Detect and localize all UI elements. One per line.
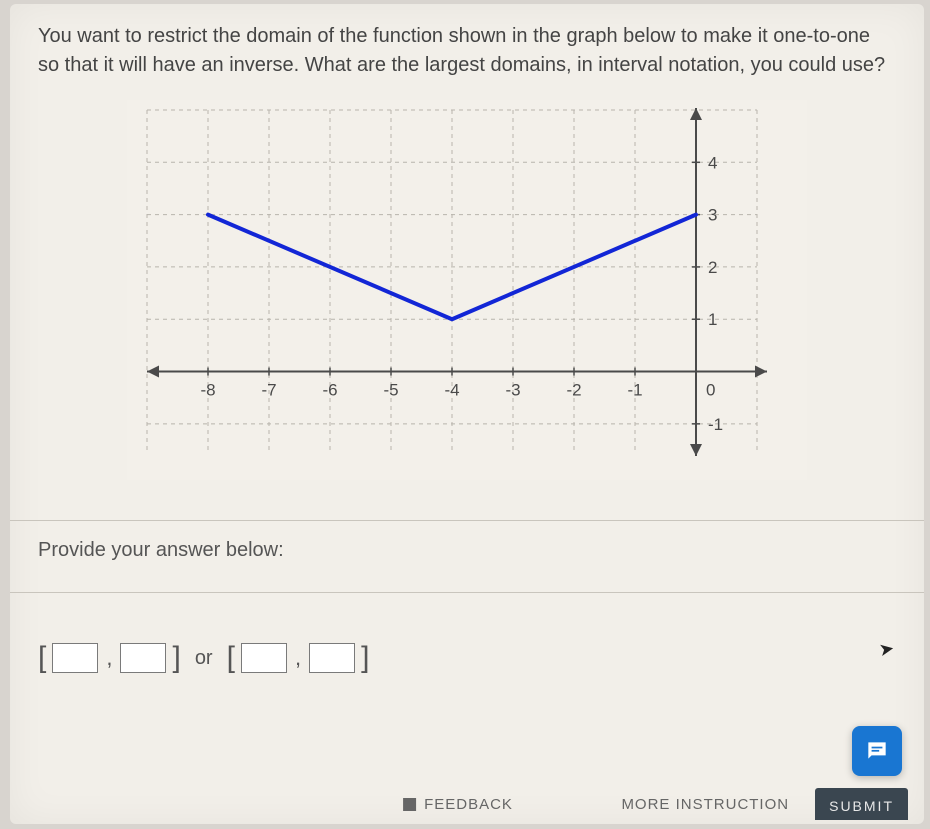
- function-graph: -8 -7 -6 -5 -4 -3 -2 -1 0 -1 1 2 3 4: [127, 100, 807, 480]
- close-bracket-2: ]: [361, 643, 369, 673]
- svg-text:-2: -2: [566, 381, 581, 400]
- answer-row: [ , ] or [ , ]: [10, 593, 924, 693]
- open-bracket-2: [: [227, 643, 235, 673]
- chat-icon: [864, 738, 890, 764]
- feedback-icon: [403, 798, 416, 811]
- svg-text:-5: -5: [383, 381, 398, 400]
- interval1-start-input[interactable]: [52, 643, 98, 673]
- or-label: or: [195, 647, 213, 670]
- submit-label: SUBMIT: [829, 798, 894, 814]
- separator-2: ,: [295, 645, 301, 671]
- svg-text:-4: -4: [444, 381, 459, 400]
- svg-text:-1: -1: [708, 415, 723, 434]
- feedback-label: FEEDBACK: [424, 796, 513, 813]
- submit-button[interactable]: SUBMIT: [815, 788, 908, 820]
- svg-text:-8: -8: [200, 381, 215, 400]
- svg-text:3: 3: [708, 206, 717, 225]
- svg-text:-3: -3: [505, 381, 520, 400]
- svg-text:0: 0: [706, 381, 715, 400]
- footer-bar: FEEDBACK MORE INSTRUCTION SUBMIT: [20, 784, 918, 824]
- chat-button[interactable]: [852, 726, 902, 776]
- interval1-end-input[interactable]: [120, 643, 166, 673]
- more-instruction-label: MORE INSTRUCTION: [621, 796, 789, 813]
- interval2-end-input[interactable]: [309, 643, 355, 673]
- more-instruction-button[interactable]: MORE INSTRUCTION: [621, 796, 789, 813]
- open-bracket-1: [: [38, 643, 46, 673]
- exercise-page: You want to restrict the domain of the f…: [10, 4, 924, 824]
- svg-text:1: 1: [708, 310, 717, 329]
- answer-prompt: Provide your answer below:: [10, 521, 924, 572]
- separator-1: ,: [106, 645, 112, 671]
- svg-text:4: 4: [708, 153, 717, 172]
- question-text: You want to restrict the domain of the f…: [10, 4, 924, 90]
- feedback-button[interactable]: FEEDBACK: [403, 796, 513, 813]
- close-bracket-1: ]: [172, 643, 180, 673]
- chart-container: -8 -7 -6 -5 -4 -3 -2 -1 0 -1 1 2 3 4: [10, 90, 924, 500]
- cursor-icon: ➤: [877, 638, 896, 661]
- svg-text:2: 2: [708, 258, 717, 277]
- svg-text:-6: -6: [322, 381, 337, 400]
- svg-text:-7: -7: [261, 381, 276, 400]
- interval2-start-input[interactable]: [241, 643, 287, 673]
- svg-text:-1: -1: [627, 381, 642, 400]
